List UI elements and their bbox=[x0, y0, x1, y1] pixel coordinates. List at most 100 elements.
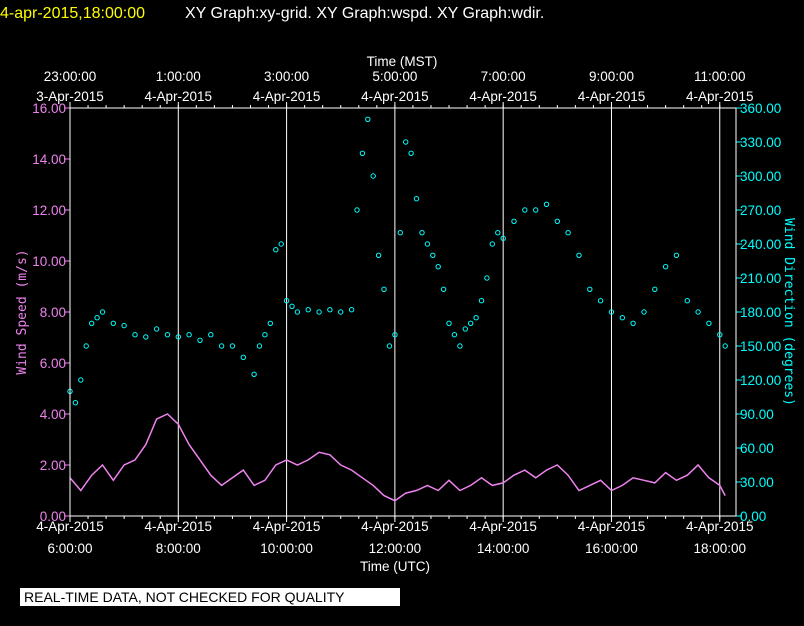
wind-direction-point bbox=[489, 241, 495, 247]
wind-direction-point bbox=[641, 309, 647, 315]
x-top-tick-date: 4-Apr-2015 bbox=[469, 89, 537, 104]
y-right-tick-label: 180.00 bbox=[740, 305, 781, 320]
y-left-tick-label: 16.00 bbox=[32, 101, 66, 116]
x-top-tick-date: 4-Apr-2015 bbox=[686, 89, 754, 104]
wind-direction-point bbox=[419, 230, 425, 236]
y-right-tick-label: 240.00 bbox=[740, 237, 781, 252]
wind-direction-point bbox=[424, 241, 431, 247]
tick-marks bbox=[64, 102, 742, 522]
wind-direction-point bbox=[186, 332, 192, 338]
wind-direction-point bbox=[99, 309, 106, 315]
wind-direction-point bbox=[267, 320, 273, 326]
x-top-tick-time: 23:00:00 bbox=[44, 69, 97, 84]
x-bottom-tick-time: 16:00:00 bbox=[585, 541, 638, 556]
wind-speed-series bbox=[69, 413, 726, 502]
y-right-tick-label: 150.00 bbox=[740, 339, 781, 354]
y-right-tick-label: 30.00 bbox=[740, 475, 774, 490]
wind-direction-point bbox=[72, 400, 79, 406]
wind-direction-point bbox=[662, 264, 669, 270]
wind-direction-point bbox=[110, 320, 117, 326]
wind-direction-point bbox=[386, 343, 393, 349]
x-bottom-tick-date: 4-Apr-2015 bbox=[253, 519, 321, 534]
wind-direction-point bbox=[565, 230, 571, 236]
wind-direction-point bbox=[283, 298, 290, 304]
x-bottom-tick-date: 4-Apr-2015 bbox=[686, 519, 754, 534]
y-right-tick-label: 210.00 bbox=[740, 271, 781, 286]
wind-direction-point bbox=[392, 332, 398, 338]
wind-direction-point bbox=[262, 332, 268, 338]
wind-direction-point bbox=[273, 247, 279, 253]
x-bottom-title: Time (UTC) bbox=[360, 559, 430, 574]
quality-notice: REAL-TIME DATA, NOT CHECKED FOR QUALITY bbox=[20, 588, 400, 606]
wind-direction-series bbox=[67, 116, 728, 406]
wind-direction-point bbox=[251, 371, 257, 377]
wind-direction-point bbox=[478, 298, 485, 304]
wind-direction-point bbox=[218, 343, 225, 349]
wind-direction-point bbox=[381, 286, 387, 292]
y-left-tick-label: 12.00 bbox=[32, 203, 66, 218]
wind-direction-point bbox=[143, 334, 149, 340]
wind-direction-point bbox=[305, 307, 311, 313]
wind-direction-point bbox=[608, 309, 615, 315]
wind-direction-point bbox=[457, 343, 463, 349]
x-top-tick-date: 3-Apr-2015 bbox=[36, 89, 104, 104]
x-top-tick-time: 5:00:00 bbox=[372, 69, 417, 84]
x-top-tick-date: 4-Apr-2015 bbox=[361, 89, 429, 104]
x-bottom-tick-date: 4-Apr-2015 bbox=[145, 519, 213, 534]
wind-direction-point bbox=[289, 303, 295, 309]
wind-direction-point bbox=[722, 343, 728, 349]
wind-direction-point bbox=[83, 343, 89, 349]
y-left-tick-label: 6.00 bbox=[40, 356, 66, 371]
x-top-tick-time: 7:00:00 bbox=[481, 69, 526, 84]
plot-frame bbox=[69, 107, 737, 517]
wind-direction-point bbox=[132, 332, 138, 338]
wind-direction-point bbox=[533, 207, 539, 213]
x-top-tick-time: 1:00:00 bbox=[156, 69, 201, 84]
tick-labels: 4-Apr-2015 6:00:00 4-Apr-2015 8:00:00 4-Apr-… bbox=[32, 69, 781, 556]
wind-direction-point bbox=[430, 252, 436, 259]
wind-direction-point bbox=[446, 320, 452, 326]
x-bottom-tick-time: 14:00:00 bbox=[477, 541, 530, 556]
wind-direction-point bbox=[717, 332, 723, 338]
y-left-tick-label: 4.00 bbox=[40, 407, 66, 422]
wind-direction-point bbox=[197, 337, 203, 343]
wind-direction-point bbox=[278, 241, 284, 247]
wind-direction-point bbox=[500, 235, 506, 242]
y-right-tick-label: 0.00 bbox=[740, 509, 766, 524]
wind-direction-point bbox=[365, 116, 371, 123]
y-right-tick-label: 120.00 bbox=[740, 373, 781, 388]
wind-direction-point bbox=[495, 230, 501, 236]
x-bottom-tick-date: 4-Apr-2015 bbox=[361, 519, 429, 534]
y-left-tick-label: 8.00 bbox=[40, 305, 66, 320]
wind-direction-point bbox=[451, 332, 458, 338]
wind-direction-point bbox=[359, 150, 366, 157]
y-right-tick-label: 60.00 bbox=[740, 441, 774, 456]
x-bottom-tick-date: 4-Apr-2015 bbox=[578, 519, 646, 534]
wind-direction-point bbox=[338, 309, 344, 315]
y-right-tick-label: 90.00 bbox=[740, 407, 774, 422]
y-right-tick-label: 300.00 bbox=[740, 169, 781, 184]
wind-direction-point bbox=[408, 150, 414, 157]
wind-direction-point bbox=[473, 315, 479, 321]
wind-direction-point bbox=[375, 252, 382, 259]
wind-direction-point bbox=[484, 275, 490, 281]
wind-direction-point bbox=[240, 354, 247, 360]
x-bottom-tick-time: 18:00:00 bbox=[693, 541, 746, 556]
x-top-tick-date: 4-Apr-2015 bbox=[145, 89, 213, 104]
wind-direction-point bbox=[468, 320, 474, 326]
y-left-tick-label: 0.00 bbox=[40, 509, 66, 524]
wind-direction-point bbox=[673, 252, 680, 259]
wind-direction-point bbox=[652, 286, 658, 292]
wind-direction-point bbox=[348, 307, 355, 313]
header-timestamp: 4-apr-2015,18:00:00 bbox=[0, 5, 145, 22]
y-left-title: Wind Speed (m/s) bbox=[15, 249, 30, 374]
wind-direction-point bbox=[706, 320, 712, 326]
wind-direction-point bbox=[316, 309, 322, 315]
x-top-tick-date: 4-Apr-2015 bbox=[253, 89, 321, 104]
wind-direction-point bbox=[462, 326, 468, 332]
wind-direction-point bbox=[121, 322, 127, 329]
wind-direction-point bbox=[89, 320, 95, 326]
wind-direction-point bbox=[175, 334, 182, 340]
wind-direction-point bbox=[327, 307, 333, 313]
wind-direction-point bbox=[413, 196, 420, 202]
